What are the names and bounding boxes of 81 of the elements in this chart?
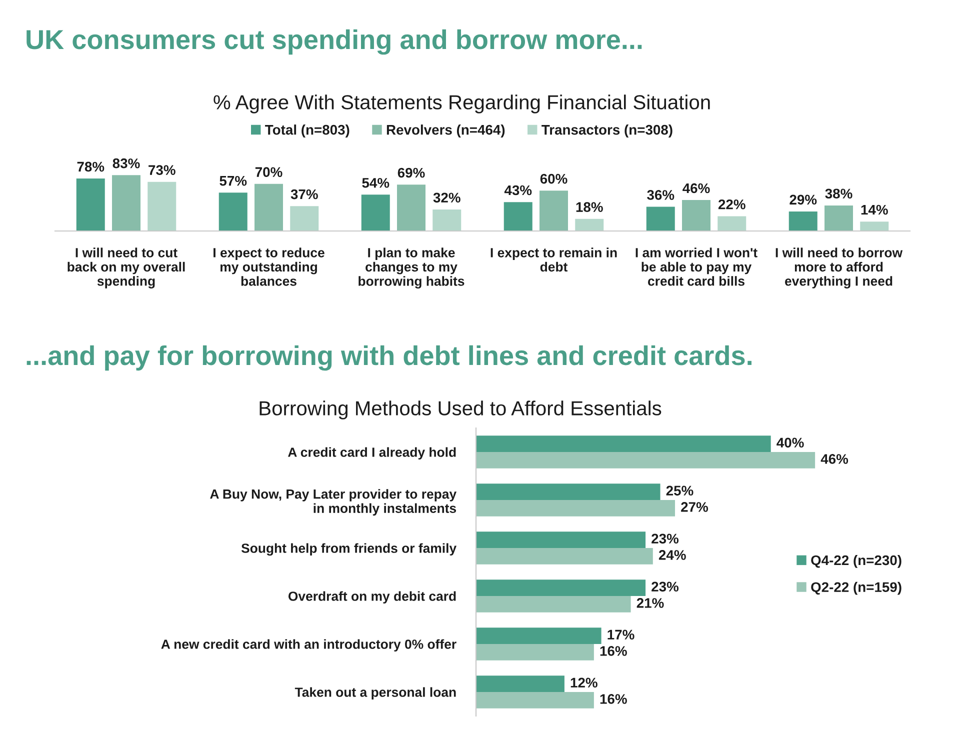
data-label: 22% — [718, 199, 746, 210]
legend-label: Total (n=803) — [265, 124, 350, 138]
data-label: 14% — [861, 204, 888, 215]
data-label: 73% — [148, 165, 176, 175]
data-label: 46% — [682, 183, 710, 194]
data-label: 12% — [570, 678, 598, 688]
bar — [218, 192, 248, 231]
bar — [476, 580, 646, 596]
data-label: 18% — [576, 202, 603, 212]
bar — [718, 216, 746, 231]
bar — [476, 500, 676, 516]
bar — [476, 676, 564, 692]
data-label: 69% — [398, 168, 425, 178]
data-label: 23% — [652, 534, 679, 544]
x-tick-label: I expect to remain in debt — [490, 248, 617, 272]
bar — [575, 218, 604, 231]
bar — [504, 202, 532, 231]
bar — [540, 190, 568, 231]
x-tick-label: I expect to reduce my outstanding balances — [214, 248, 324, 286]
legend-label: Transactors (n=308) — [542, 124, 672, 138]
data-label: 16% — [600, 646, 627, 656]
data-label: 57% — [220, 176, 247, 186]
bar — [476, 484, 660, 500]
bar — [476, 548, 653, 564]
chart-subtitle: % Agree With Statements Regarding Financial Situation — [214, 94, 710, 114]
chart-subtitle: Borrowing Methods Used to Afford Essentials — [260, 400, 662, 420]
data-label: 24% — [658, 550, 686, 560]
data-label: 43% — [504, 185, 532, 196]
data-label: 27% — [681, 502, 708, 512]
data-label: 23% — [652, 582, 679, 592]
data-label: 54% — [362, 178, 390, 188]
data-label: 36% — [647, 190, 674, 200]
data-label: 29% — [790, 194, 817, 205]
x-tick-label: I plan to make changes to my borrowing habits — [358, 248, 464, 289]
bar — [646, 206, 675, 231]
bar — [112, 175, 140, 231]
data-label: 70% — [255, 167, 282, 177]
x-tick-label: I am worried I won't be able to pay my credit card bills — [636, 248, 758, 286]
y-tick-label: A Buy Now, Pay Later provider to repay in monthly instalments — [210, 489, 456, 516]
bar — [476, 532, 646, 548]
legend-label: Q2-22 (n=159) — [811, 582, 902, 595]
data-label: 17% — [608, 630, 634, 640]
x-tick-label: I will need to borrow more to afford everything I need — [776, 248, 903, 288]
y-tick-label: Sought help from friends or family — [241, 543, 456, 556]
y-tick-label: A credit card I already hold — [288, 447, 456, 460]
legend-label: Revolvers (n=464) — [386, 124, 505, 138]
bar — [824, 205, 853, 231]
bar — [476, 436, 771, 452]
legend-label: Q4-22 (n=230) — [811, 554, 902, 568]
bar — [432, 209, 462, 231]
bar — [290, 206, 319, 231]
bar — [148, 182, 176, 231]
data-label: 83% — [112, 158, 140, 168]
y-tick-label: Taken out a personal loan — [294, 687, 456, 700]
data-label: 37% — [290, 189, 318, 200]
bar — [76, 178, 105, 231]
y-tick-label: A new credit card with an introductory 0% offer — [161, 639, 456, 652]
chart-title: ...and pay for borrowing with debt lines and credit cards. — [26, 345, 752, 371]
bar — [860, 222, 889, 231]
bar — [476, 644, 594, 660]
data-label: 60% — [540, 174, 568, 184]
bar — [682, 200, 710, 231]
bar — [788, 211, 818, 231]
bar — [397, 184, 426, 231]
data-label: 40% — [776, 438, 804, 448]
bar — [476, 628, 602, 644]
y-tick-label: Overdraft on my debit card — [288, 591, 456, 604]
data-label: 32% — [433, 192, 460, 203]
bar — [254, 184, 283, 231]
bar — [361, 194, 390, 231]
x-tick-label: I will need to cut back on my overall spending — [68, 248, 185, 288]
data-label: 46% — [820, 454, 848, 464]
bar — [476, 452, 816, 468]
data-label: 38% — [825, 188, 852, 199]
data-label: 21% — [636, 598, 664, 608]
chart-title: UK consumers cut spending and borrow more... — [26, 29, 642, 55]
data-label: 16% — [600, 694, 627, 704]
data-label: 25% — [666, 486, 694, 496]
data-label: 78% — [77, 162, 104, 172]
bar — [476, 596, 631, 612]
bar — [476, 692, 594, 708]
